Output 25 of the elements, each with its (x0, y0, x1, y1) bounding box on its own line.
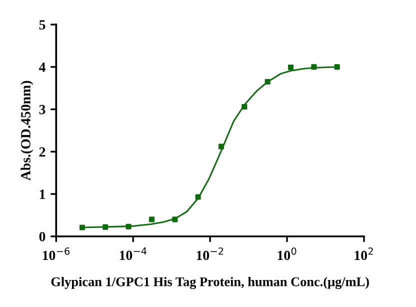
y-tick-label: 2 (39, 147, 46, 156)
y-tick-label: 0 (39, 232, 46, 242)
y-tick-label: 3 (39, 104, 46, 114)
point (102, 224, 108, 230)
y-tick-label: 5 (39, 20, 46, 30)
y-axis-title: Abs.(OD.450nm) (20, 80, 34, 180)
point (334, 64, 340, 70)
y-tick-label: 4 (38, 62, 46, 72)
x-tick-label: 10$^{−4}$ (120, 247, 147, 260)
x-axis-title: Glypican 1/GPC1 His Tag Protein, human Conc.(μg/mL) (51, 276, 369, 290)
x-tick-label: 10$^{−2}$ (196, 247, 224, 260)
x-tick-label: 10$^{−6}$ (42, 247, 70, 260)
x-tick-label: 10$^{0}$ (278, 247, 296, 260)
point (218, 144, 224, 150)
point (288, 64, 294, 70)
point (242, 104, 248, 110)
y-tick-label: 1 (40, 190, 46, 199)
point (126, 224, 132, 230)
point (311, 64, 317, 70)
point (264, 78, 270, 85)
point (79, 224, 86, 230)
point (172, 216, 178, 222)
point (195, 194, 201, 200)
x-tick-label: 10$^{2}$ (354, 247, 373, 260)
point (148, 216, 155, 222)
